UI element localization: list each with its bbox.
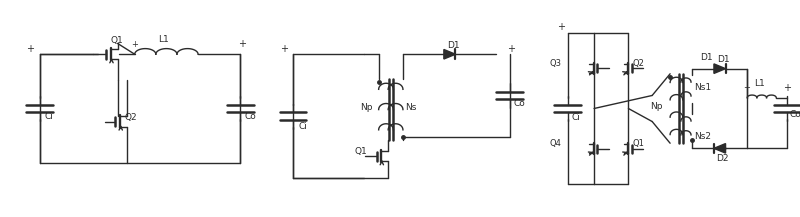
Text: Q2: Q2: [632, 59, 644, 68]
Text: Ci: Ci: [572, 113, 581, 122]
Text: Q2: Q2: [124, 113, 137, 122]
Text: D1: D1: [717, 56, 730, 64]
Text: Np: Np: [360, 103, 373, 112]
Text: +: +: [238, 39, 246, 49]
Text: Ns: Ns: [406, 103, 417, 112]
Text: +: +: [743, 83, 750, 92]
Text: +: +: [507, 44, 515, 54]
Text: Q4: Q4: [550, 140, 561, 148]
Text: +: +: [557, 22, 565, 32]
Polygon shape: [714, 64, 726, 73]
Text: Q1: Q1: [632, 140, 644, 148]
Text: Np: Np: [650, 102, 663, 111]
Text: Q1: Q1: [354, 147, 367, 156]
Text: L1: L1: [158, 35, 170, 44]
Text: L1: L1: [754, 79, 765, 88]
Text: Co: Co: [244, 112, 256, 121]
Text: +: +: [26, 44, 34, 54]
Text: Co: Co: [514, 99, 526, 108]
Text: Co: Co: [790, 110, 800, 119]
Polygon shape: [444, 49, 455, 59]
Text: Ns2: Ns2: [694, 132, 711, 141]
Text: D1: D1: [700, 53, 713, 62]
Text: +: +: [130, 40, 138, 49]
Text: Ci: Ci: [45, 112, 54, 121]
Text: +: +: [783, 83, 791, 93]
Text: +: +: [280, 44, 288, 54]
Text: Ci: Ci: [298, 122, 307, 131]
Text: D1: D1: [447, 41, 460, 50]
Text: Q3: Q3: [550, 59, 562, 68]
Text: Ns1: Ns1: [694, 84, 711, 92]
Text: Q1: Q1: [111, 36, 124, 45]
Text: D2: D2: [716, 154, 728, 163]
Polygon shape: [714, 144, 726, 153]
